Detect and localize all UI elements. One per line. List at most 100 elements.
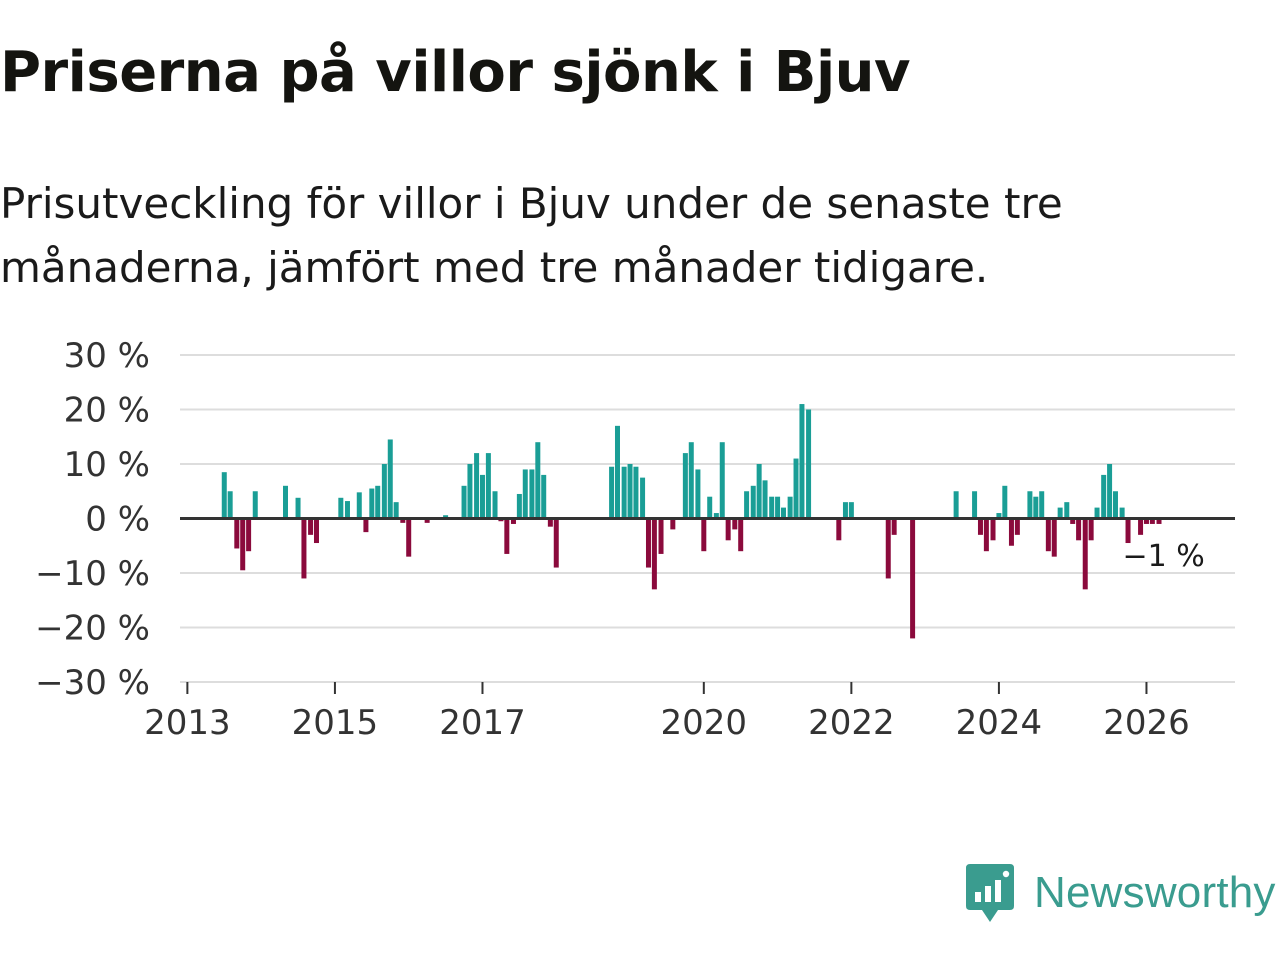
bar xyxy=(1156,518,1162,524)
bar-chart: 30 %20 %10 %0 %−10 %−20 %−30 % 2013 2015 2… xyxy=(35,336,1235,743)
bar xyxy=(369,488,375,519)
logo-text: Newsworthy xyxy=(1034,868,1276,917)
x-tick-label: 2020 xyxy=(661,703,748,743)
y-tick-label: −30 % xyxy=(35,663,150,703)
bar xyxy=(510,518,516,524)
bar xyxy=(910,518,916,639)
bar xyxy=(541,474,547,519)
bar xyxy=(246,518,252,552)
bar xyxy=(688,442,694,519)
bar xyxy=(701,518,707,552)
bar xyxy=(240,518,246,571)
bar xyxy=(529,469,535,519)
bar xyxy=(234,518,240,549)
bar xyxy=(1045,518,1051,552)
bar xyxy=(308,518,314,535)
bar xyxy=(1033,496,1039,519)
bar xyxy=(744,491,750,519)
bar xyxy=(651,518,657,590)
bar xyxy=(738,518,744,552)
chart-title: Priserna på villor sjönk i Bjuv xyxy=(0,40,911,105)
y-tick-label: 20 % xyxy=(64,391,150,431)
bar xyxy=(780,507,786,519)
bar xyxy=(633,466,639,519)
bar xyxy=(356,492,362,519)
bar xyxy=(400,518,406,523)
bar xyxy=(725,518,731,541)
bar xyxy=(799,404,805,519)
bar xyxy=(953,491,959,519)
bar xyxy=(1057,507,1063,519)
x-tick-label: 2024 xyxy=(956,703,1043,743)
y-axis-labels: 30 % 20 % 10 % 0 % −10 % −20 % −30 % xyxy=(35,336,150,703)
bar xyxy=(479,474,485,519)
bar xyxy=(227,491,233,519)
bar xyxy=(547,518,553,527)
bar xyxy=(787,496,793,519)
bar xyxy=(1039,491,1045,519)
bar xyxy=(983,518,989,552)
bar xyxy=(658,518,664,554)
bar xyxy=(301,518,307,579)
bar xyxy=(1125,518,1131,544)
bar xyxy=(1107,464,1113,519)
bar xyxy=(1051,518,1057,557)
bar xyxy=(221,472,227,519)
bar xyxy=(1064,502,1070,519)
bar xyxy=(1149,518,1155,524)
bar xyxy=(387,439,393,519)
bar xyxy=(522,469,528,519)
x-axis: 2013 2015 2017 2020 2022 2024 2026 xyxy=(144,682,1190,743)
gridlines xyxy=(180,354,1235,683)
bar xyxy=(627,464,633,519)
bar xyxy=(443,515,449,519)
bar xyxy=(1101,474,1107,519)
bar xyxy=(972,491,978,519)
bar xyxy=(313,518,319,544)
bar xyxy=(707,496,713,519)
bar xyxy=(485,453,491,519)
last-value-label: −1 % xyxy=(1122,539,1204,574)
bar xyxy=(1076,518,1082,541)
bar xyxy=(614,425,620,519)
bars xyxy=(221,404,1162,639)
bar xyxy=(640,477,646,519)
bar xyxy=(1119,507,1125,519)
x-tick-label: 2017 xyxy=(439,703,526,743)
bar xyxy=(492,491,498,519)
newsworthy-logo[interactable]: Newsworthy xyxy=(964,862,1276,924)
x-tick-label: 2022 xyxy=(808,703,895,743)
bar xyxy=(252,491,258,519)
x-tick-label: 2026 xyxy=(1103,703,1190,743)
bar xyxy=(842,502,848,519)
y-tick-label: 30 % xyxy=(64,336,150,376)
bar xyxy=(977,518,983,535)
bar xyxy=(806,409,812,519)
bar xyxy=(553,518,559,568)
bar xyxy=(1008,518,1014,546)
bar xyxy=(1094,507,1100,519)
bar xyxy=(1138,518,1144,535)
bar xyxy=(1112,491,1118,519)
y-tick-label: −10 % xyxy=(35,554,150,594)
bar xyxy=(621,466,627,519)
bar xyxy=(344,501,350,519)
bar xyxy=(645,518,651,568)
y-tick-label: 0 % xyxy=(85,500,150,540)
bar xyxy=(682,453,688,519)
bar xyxy=(762,480,768,519)
bar xyxy=(848,502,854,519)
chart-subtitle: Prisutveckling för villor i Bjuv under d… xyxy=(0,179,1063,292)
bar xyxy=(535,442,541,519)
bar xyxy=(516,493,522,519)
bar xyxy=(1143,518,1149,524)
bar xyxy=(1088,518,1094,541)
bar xyxy=(338,497,344,519)
newsworthy-chart-icon xyxy=(966,864,1014,922)
bar xyxy=(474,453,480,519)
bar xyxy=(1027,491,1033,519)
bar xyxy=(363,518,369,533)
bar xyxy=(990,518,996,541)
bar xyxy=(713,513,719,519)
x-tick-label: 2015 xyxy=(292,703,379,743)
